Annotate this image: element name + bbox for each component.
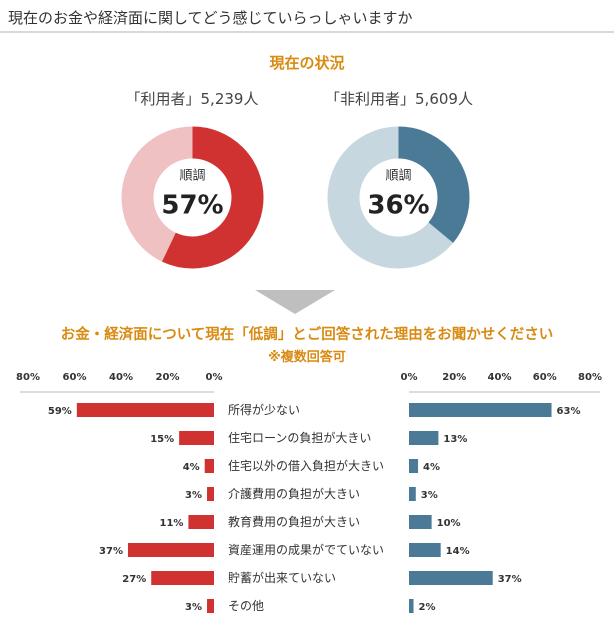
- left-axis-tick: 80%: [16, 372, 40, 383]
- left-value-label: 3%: [185, 490, 202, 501]
- category-label: 介護費用の負担が大きい: [228, 486, 360, 501]
- right-bar: [409, 403, 552, 417]
- left-value-label: 4%: [183, 462, 200, 473]
- right-value-label: 37%: [498, 574, 522, 585]
- left-bar: [207, 487, 214, 501]
- right-bar: [409, 599, 414, 613]
- left-axis-tick: 60%: [63, 372, 87, 383]
- category-label: 教育費用の負担が大きい: [228, 514, 360, 529]
- left-axis-tick: 20%: [156, 372, 180, 383]
- left-axis-tick: 40%: [109, 372, 133, 383]
- category-label: 所得が少ない: [228, 402, 300, 417]
- left-bar: [151, 571, 214, 585]
- down-arrow-icon: [255, 290, 335, 314]
- donut-center-value: 36%: [367, 191, 429, 221]
- donut-center-value: 57%: [161, 191, 223, 221]
- header-divider: [0, 31, 614, 33]
- left-value-label: 59%: [48, 406, 72, 417]
- category-label: 住宅ローンの負担が大きい: [228, 430, 371, 445]
- right-value-label: 3%: [421, 490, 438, 501]
- right-axis-tick: 40%: [488, 372, 512, 383]
- right-value-label: 14%: [446, 546, 470, 557]
- donut-chart-users: 順調 57%: [121, 126, 264, 269]
- right-bar: [409, 543, 441, 557]
- right-axis-tick: 80%: [578, 372, 602, 383]
- right-axis-tick: 60%: [533, 372, 557, 383]
- left-value-label: 3%: [185, 602, 202, 613]
- donut-users-title: 「利用者」5,239人: [125, 90, 259, 108]
- status-section-title: 現在の状況: [269, 54, 345, 72]
- left-axis-tick: 0%: [206, 372, 223, 383]
- right-axis-tick: 20%: [442, 372, 466, 383]
- right-value-label: 4%: [423, 462, 440, 473]
- right-axis-tick: 0%: [401, 372, 418, 383]
- donut-positive-slice: [327, 126, 470, 269]
- reasons-bar-chart: 0% 0% 20% 20% 40% 40% 60% 60% 80% 80% 59% 63% 所得が少ない…: [16, 372, 602, 613]
- left-value-label: 27%: [122, 574, 146, 585]
- donut-positive-slice: [121, 126, 264, 269]
- right-value-label: 13%: [443, 434, 467, 445]
- left-bar: [188, 515, 214, 529]
- category-label: 資産運用の成果がでていない: [228, 542, 384, 557]
- page-title: 現在のお金や経済面に関してどう感じていらっしゃいますか: [8, 9, 413, 27]
- donut-center-label: 順調: [179, 169, 205, 184]
- category-label: 貯蓄が出来ていない: [228, 570, 336, 585]
- donut-nonusers-title: 「非利用者」5,609人: [325, 90, 473, 108]
- donut-center-label: 順調: [385, 169, 411, 184]
- right-bar: [409, 571, 493, 585]
- left-bar: [76, 403, 214, 417]
- left-bar: [179, 431, 214, 445]
- right-value-label: 10%: [437, 518, 461, 529]
- right-bar: [409, 431, 439, 445]
- right-value-label: 63%: [557, 406, 581, 417]
- category-label: その他: [228, 599, 264, 613]
- right-bar: [409, 459, 419, 473]
- donut-chart-nonusers: 順調 36%: [327, 126, 470, 269]
- right-value-label: 2%: [419, 602, 436, 613]
- left-value-label: 11%: [159, 518, 183, 529]
- page-header: 現在のお金や経済面に関してどう感じていらっしゃいますか: [0, 0, 614, 33]
- left-bar: [127, 543, 214, 557]
- right-bar: [409, 487, 416, 501]
- left-bar: [204, 459, 214, 473]
- left-bar: [207, 599, 214, 613]
- left-value-label: 37%: [99, 546, 123, 557]
- right-bar: [409, 515, 432, 529]
- left-value-label: 15%: [150, 434, 174, 445]
- multiple-answers-note: ※複数回答可: [268, 350, 346, 365]
- category-label: 住宅以外の借入負担が大きい: [228, 458, 384, 473]
- reason-section-title: お金・経済面について現在「低調」とご回答された理由をお聞かせください: [60, 327, 554, 343]
